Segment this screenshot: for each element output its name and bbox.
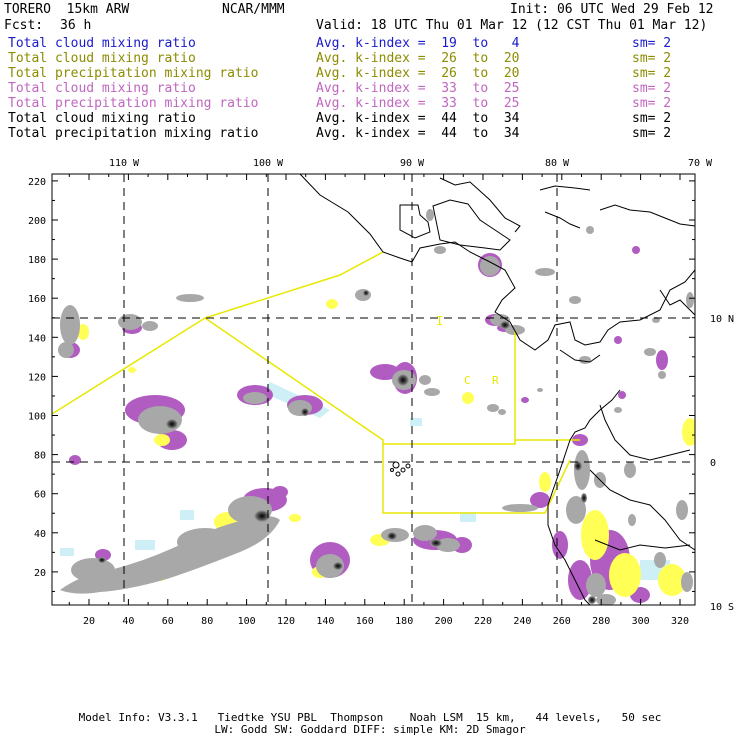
grid-x-label: 120 (277, 616, 295, 627)
legend-smoothing: sm= 2 (632, 51, 672, 66)
lon-label-90w: 90 W (400, 158, 425, 169)
lon-label-110w: 110 W (109, 158, 140, 169)
legend-field: Total precipitation mixing ratio (8, 66, 259, 81)
grid-x-label: 320 (671, 616, 689, 627)
grid-x-label: 300 (632, 616, 650, 627)
grid-x-label: 140 (316, 616, 334, 627)
lat-label-0: 0 (710, 458, 716, 469)
grid-y-label: 40 (34, 529, 46, 540)
legend-kindex: Avg. k-index = 44 to 34 (316, 126, 520, 141)
legend-kindex: Avg. k-index = 19 to 4 (316, 36, 520, 51)
grid-y-label: 160 (28, 294, 46, 305)
axis-ticks (52, 174, 695, 605)
valid-time: Valid: 18 UTC Thu 01 Mar 12 (12 CST Thu … (316, 18, 708, 33)
forecast-hours: 36 h (60, 18, 92, 33)
model-title: TORERO 15km ARW (4, 2, 130, 17)
legend-kindex: Avg. k-index = 26 to 20 (316, 66, 520, 81)
model-info-line1: Model Info: V3.3.1 Tiedtke YSU PBL Thomp… (78, 711, 662, 724)
legend-kindex: Avg. k-index = 26 to 20 (316, 51, 520, 66)
grid-x-label: 160 (356, 616, 374, 627)
legend-smoothing: sm= 2 (632, 81, 672, 96)
legend-field: Total precipitation mixing ratio (8, 96, 259, 111)
lat-label-10s: 10 S (710, 602, 734, 613)
coastlines (299, 173, 696, 606)
lon-label-80w: 80 W (545, 158, 570, 169)
legend-smoothing: sm= 2 (632, 96, 672, 111)
org-label: NCAR/MMM (222, 2, 285, 17)
legend-field: Total cloud mixing ratio (8, 51, 196, 66)
grid-x-label: 200 (435, 616, 453, 627)
grid-y-label: 20 (34, 568, 46, 579)
grid-x-label: 260 (553, 616, 571, 627)
grid-x-label: 60 (162, 616, 174, 627)
lon-label-100w: 100 W (253, 158, 284, 169)
legend-field: Total precipitation mixing ratio (8, 126, 259, 141)
legend-smoothing: sm= 2 (632, 111, 672, 126)
forecast-label: Fcst: (4, 18, 44, 33)
galapagos-islands (390, 461, 411, 477)
lon-label-70w: 70 W (688, 158, 713, 169)
region-letter-r: R (492, 374, 499, 387)
lat-label-10n: 10 N (710, 314, 734, 325)
grid-y-label: 180 (28, 255, 46, 266)
init-time: Init: 06 UTC Wed 29 Feb 12 (510, 2, 714, 17)
plot-frame (51, 173, 696, 606)
grid-y-label: 200 (28, 216, 46, 227)
legend-smoothing: sm= 2 (632, 36, 672, 51)
grid-x-label: 280 (592, 616, 610, 627)
grid-x-label: 40 (122, 616, 134, 627)
region-letter-i: I (436, 314, 443, 328)
legend-field: Total cloud mixing ratio (8, 81, 196, 96)
grid-x-label: 100 (238, 616, 256, 627)
grid-x-label: 220 (474, 616, 492, 627)
grid-y-label: 120 (28, 372, 46, 383)
grid-y-label: 140 (28, 333, 46, 344)
grid-x-label: 20 (83, 616, 95, 627)
grid-y-label: 80 (34, 451, 46, 462)
region-boundaries (51, 251, 580, 514)
grid-x-label: 240 (513, 616, 531, 627)
legend-field: Total cloud mixing ratio (8, 36, 196, 51)
model-info-line2: LW: Godd SW: Goddard DIFF: simple KM: 2D… (214, 723, 526, 736)
legend-smoothing: sm= 2 (632, 126, 672, 141)
dark-convective-cores (98, 290, 596, 604)
legend-smoothing: sm= 2 (632, 66, 672, 81)
grid-y-label: 60 (34, 490, 46, 501)
grid-x-label: 80 (201, 616, 213, 627)
region-letter-c: C (464, 374, 471, 387)
legend-kindex: Avg. k-index = 44 to 34 (316, 111, 520, 126)
gray-cloud-layer (58, 209, 694, 605)
legend-field: Total cloud mixing ratio (8, 111, 196, 126)
grid-y-label: 100 (28, 412, 46, 423)
grid-y-label: 220 (28, 177, 46, 188)
grid-x-label: 180 (395, 616, 413, 627)
latlon-gridlines (52, 174, 695, 605)
legend-kindex: Avg. k-index = 33 to 25 (316, 96, 520, 111)
legend-kindex: Avg. k-index = 33 to 25 (316, 81, 520, 96)
